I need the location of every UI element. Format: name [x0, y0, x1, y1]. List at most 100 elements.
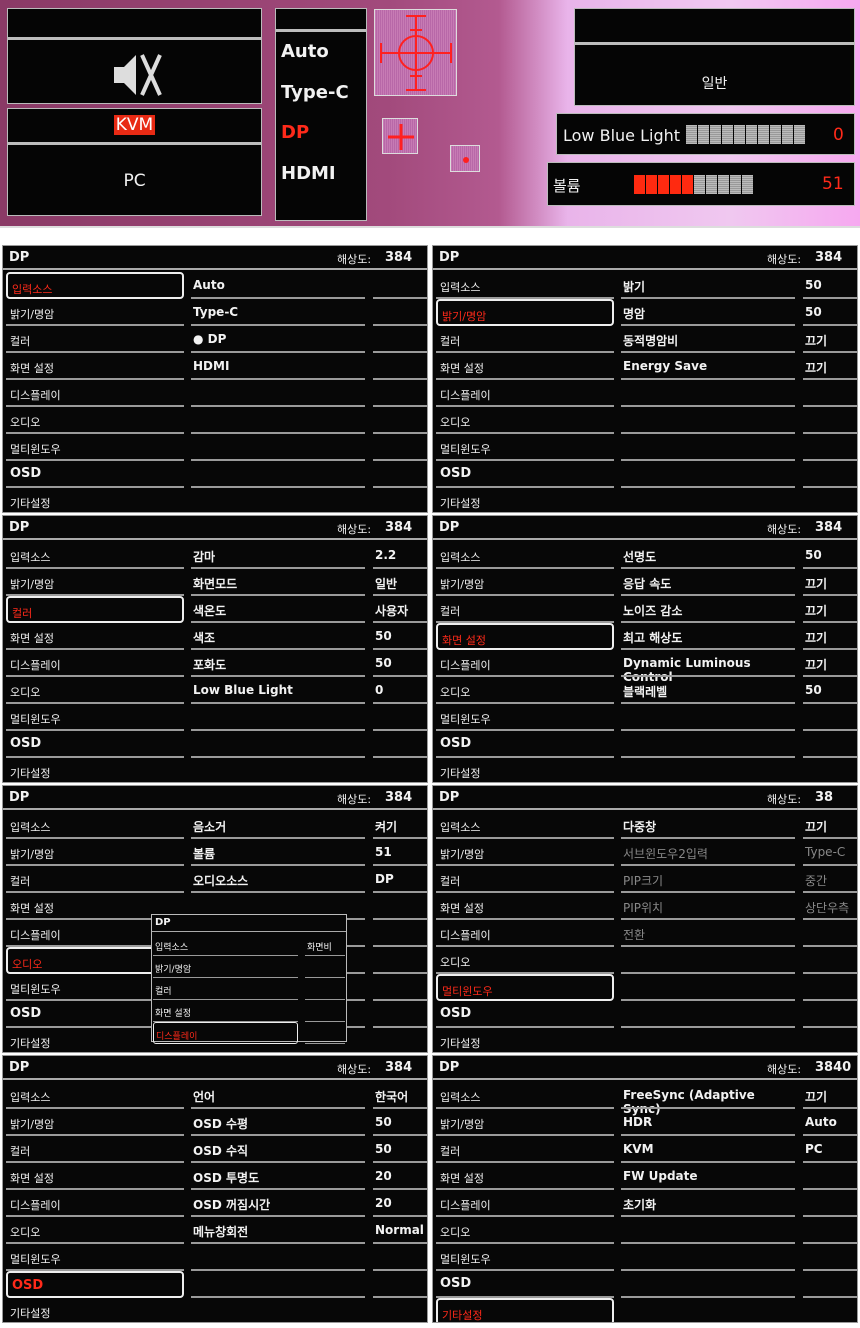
setting-item[interactable]: 감마 [191, 542, 365, 569]
sidebar-item-1[interactable]: 밝기/명암 [436, 569, 614, 596]
sidebar-item-1[interactable]: 밝기/명암 [6, 569, 184, 596]
setting-item[interactable] [191, 380, 365, 407]
sidebar-item-2[interactable]: 컬러 [6, 596, 184, 623]
setting-value[interactable] [373, 731, 427, 758]
setting-value[interactable] [803, 1298, 857, 1322]
setting-value[interactable] [803, 1271, 857, 1298]
sidebar-item-7[interactable]: OSD [6, 1001, 184, 1028]
sidebar-item-1[interactable]: 밝기/명암 [6, 1109, 184, 1136]
sidebar-item-2[interactable]: 컬러 [436, 596, 614, 623]
sidebar-item-8[interactable]: 기타설정 [436, 488, 614, 512]
setting-value[interactable] [803, 974, 857, 1001]
setting-item[interactable] [621, 1271, 795, 1298]
setting-item[interactable] [191, 434, 365, 461]
setting-value[interactable]: 50 [803, 542, 857, 569]
overlay-sidebar-item[interactable]: 화면 설정 [153, 1000, 298, 1022]
setting-value[interactable]: 상단우측 [803, 893, 857, 920]
setting-value[interactable]: Normal [373, 1217, 427, 1244]
sidebar-item-2[interactable]: 컬러 [436, 1136, 614, 1163]
setting-item[interactable] [621, 461, 795, 488]
low-blue-light-slider[interactable] [686, 125, 806, 148]
setting-value[interactable] [803, 731, 857, 758]
setting-value[interactable] [803, 920, 857, 947]
setting-value[interactable]: 끄기 [803, 623, 857, 650]
setting-item[interactable]: 블랙레벨 [621, 677, 795, 704]
sidebar-item-4[interactable]: 디스플레이 [6, 650, 184, 677]
setting-item[interactable]: Low Blue Light [191, 677, 365, 704]
sidebar-item-7[interactable]: OSD [6, 461, 184, 488]
setting-item[interactable]: Energy Save [621, 353, 795, 380]
setting-value[interactable]: 끄기 [803, 353, 857, 380]
sidebar-item-0[interactable]: 입력소스 [6, 272, 184, 299]
setting-item[interactable]: OSD 수직 [191, 1136, 365, 1163]
setting-item[interactable] [621, 704, 795, 731]
setting-item[interactable]: Auto [191, 272, 365, 299]
setting-item[interactable]: 포화도 [191, 650, 365, 677]
source-hdmi[interactable]: HDMI [281, 163, 336, 184]
sidebar-item-7[interactable]: OSD [436, 1001, 614, 1028]
sidebar-item-5[interactable]: 오디오 [436, 407, 614, 434]
source-auto[interactable]: Auto [281, 41, 329, 62]
sidebar-item-2[interactable]: 컬러 [6, 866, 184, 893]
sidebar-item-5[interactable]: 오디오 [6, 1217, 184, 1244]
setting-item[interactable]: 메뉴창회전 [191, 1217, 365, 1244]
setting-item[interactable]: OSD 투명도 [191, 1163, 365, 1190]
setting-item[interactable] [621, 731, 795, 758]
sidebar-item-7[interactable]: OSD [6, 731, 184, 758]
sidebar-item-7[interactable]: OSD [436, 461, 614, 488]
setting-item[interactable] [621, 407, 795, 434]
setting-value[interactable]: 50 [803, 677, 857, 704]
sidebar-item-1[interactable]: 밝기/명암 [436, 1109, 614, 1136]
setting-item[interactable]: 색조 [191, 623, 365, 650]
setting-value[interactable] [373, 1271, 427, 1298]
setting-value[interactable]: 한국어 [373, 1082, 427, 1109]
sidebar-item-8[interactable]: 기타설정 [436, 758, 614, 782]
source-dp[interactable]: DP [281, 122, 310, 143]
setting-value[interactable]: 끄기 [803, 812, 857, 839]
setting-value[interactable] [373, 434, 427, 461]
sidebar-item-2[interactable]: 컬러 [6, 1136, 184, 1163]
setting-value[interactable] [373, 1244, 427, 1271]
sidebar-item-0[interactable]: 입력소스 [436, 1082, 614, 1109]
setting-value[interactable]: 끄기 [803, 596, 857, 623]
sidebar-item-3[interactable]: 화면 설정 [436, 893, 614, 920]
overlay-sidebar-item[interactable]: 디스플레이 [153, 1022, 298, 1044]
sidebar-item-0[interactable]: 입력소스 [436, 542, 614, 569]
setting-item[interactable] [191, 704, 365, 731]
setting-value[interactable]: DP [373, 866, 427, 893]
sidebar-item-6[interactable]: 멀티윈도우 [6, 1244, 184, 1271]
sidebar-item-8[interactable]: 기타설정 [6, 1298, 184, 1322]
setting-item[interactable]: 명암 [621, 299, 795, 326]
setting-item[interactable] [621, 434, 795, 461]
setting-item[interactable]: 색온도 [191, 596, 365, 623]
sidebar-item-6[interactable]: 멀티윈도우 [6, 974, 184, 1001]
setting-value[interactable] [803, 1190, 857, 1217]
sidebar-item-4[interactable]: 디스플레이 [6, 380, 184, 407]
setting-value[interactable] [373, 380, 427, 407]
setting-value[interactable]: 일반 [373, 569, 427, 596]
setting-value[interactable]: 50 [803, 272, 857, 299]
sidebar-item-4[interactable]: 디스플레이 [436, 380, 614, 407]
setting-value[interactable] [373, 704, 427, 731]
setting-value[interactable]: PC [803, 1136, 857, 1163]
setting-value[interactable] [373, 974, 427, 1001]
setting-item[interactable]: 노이즈 감소 [621, 596, 795, 623]
setting-value[interactable] [803, 1001, 857, 1028]
setting-item[interactable] [191, 461, 365, 488]
setting-item[interactable] [621, 947, 795, 974]
setting-item[interactable]: ● DP [191, 326, 365, 353]
sidebar-item-8[interactable]: 기타설정 [6, 758, 184, 782]
sidebar-item-1[interactable]: 밝기/명암 [6, 299, 184, 326]
setting-item[interactable] [621, 1298, 795, 1322]
setting-item[interactable] [191, 1244, 365, 1271]
setting-value[interactable] [803, 1244, 857, 1271]
setting-item[interactable]: 동적명암비 [621, 326, 795, 353]
sidebar-item-5[interactable]: 오디오 [6, 677, 184, 704]
setting-value[interactable] [803, 407, 857, 434]
sidebar-item-6[interactable]: 멀티윈도우 [436, 434, 614, 461]
setting-value[interactable] [803, 461, 857, 488]
sidebar-item-3[interactable]: 화면 설정 [436, 623, 614, 650]
sidebar-item-3[interactable]: 화면 설정 [6, 353, 184, 380]
setting-item[interactable]: 밝기 [621, 272, 795, 299]
sidebar-item-4[interactable]: 디스플레이 [436, 650, 614, 677]
